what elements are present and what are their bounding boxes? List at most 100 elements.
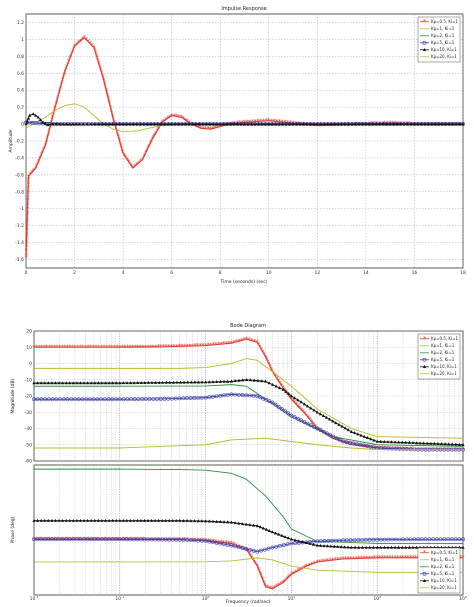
series-5-point [24, 122, 28, 126]
series-1-point: * [56, 96, 59, 103]
series-1-line [34, 468, 463, 544]
series-5-point [426, 122, 430, 126]
series-4-point [114, 397, 118, 402]
series-1-point: * [117, 134, 120, 141]
series-4-point [71, 518, 75, 522]
series-1-point: * [83, 35, 86, 42]
series-1-point: * [48, 127, 51, 134]
series-1-point: * [167, 343, 170, 350]
series-1-point: * [212, 342, 215, 349]
series-5-point [437, 122, 441, 126]
series-4-point [393, 446, 398, 451]
series-1-point: * [105, 87, 108, 94]
series-4-point [255, 394, 260, 398]
series-3-point [315, 539, 320, 544]
series-1-point: * [100, 344, 103, 351]
series-5-point [34, 113, 38, 117]
series-5-point [340, 122, 344, 126]
series-1-point: * [109, 104, 112, 111]
series-3-point [412, 537, 417, 542]
series-4-point [312, 424, 316, 429]
bode-phase-legend: * Kp=0.5, Ki=1Kp=1, Ki=1Kp=2, Ki=1Kp=5, K… [417, 547, 461, 594]
series-1-point: * [209, 126, 212, 133]
series-1-point: * [26, 200, 29, 207]
series-4-point [267, 529, 271, 533]
series-5-point [378, 122, 382, 126]
series-1-point: * [48, 344, 51, 351]
legend-entry: Kp=10, Ki=1 [420, 578, 457, 583]
series-5-point [207, 380, 211, 384]
series-1-point: * [144, 150, 147, 157]
series-1-point: * [267, 361, 270, 368]
series-4-point [364, 545, 368, 549]
series-5 [24, 112, 465, 127]
series-1-point: * [45, 139, 48, 146]
series-5-point [308, 122, 312, 126]
series-1-point: * [97, 344, 100, 351]
series-4-point [273, 402, 278, 407]
legend-label: Kp=0.5, Ki=1 [431, 19, 459, 24]
series-1-point: * [45, 137, 48, 144]
legend-entry: Kp=1, Ki=1 [420, 557, 455, 562]
series-1-point: * [61, 76, 64, 83]
series-1-point: * [222, 341, 225, 348]
series-4-point [155, 397, 159, 401]
series-5-point [211, 122, 215, 126]
series-1-point: * [335, 122, 338, 129]
series-1-point: * [25, 228, 28, 235]
series-2-point: * [258, 567, 261, 574]
series-1-point: * [60, 81, 63, 88]
series-3-point [124, 537, 129, 542]
series-1-point: * [331, 435, 334, 442]
series-4-point [142, 518, 147, 522]
series-3-point [386, 537, 391, 542]
series-5-point [200, 380, 204, 384]
series-5-point [204, 122, 208, 126]
series-2-point: * [409, 555, 412, 562]
series-4-point [321, 429, 326, 434]
series-2-point: * [237, 543, 240, 550]
series-1-point: * [41, 149, 44, 156]
legend-entry: * Kp=0.5, Ki=1 [420, 19, 459, 26]
series-4-point [325, 431, 329, 436]
series-5-point [319, 122, 323, 126]
series-2-point: * [373, 555, 376, 562]
series-1-point: * [95, 344, 98, 351]
series-5-point [74, 122, 78, 126]
series-4-point [207, 519, 211, 523]
series-3-point [289, 541, 294, 546]
series-3-line [34, 384, 464, 447]
series-4-point [308, 541, 312, 545]
series-2-point: * [271, 586, 274, 593]
series-4-point [203, 395, 208, 400]
series-4-point [237, 521, 241, 525]
series-5-point [128, 122, 132, 126]
series-5-point [305, 122, 309, 126]
series-1-point: * [92, 45, 95, 52]
series-3-point [103, 537, 108, 542]
series-5-point [96, 381, 100, 385]
legend-entry: Kp=10, Ki=1 [420, 364, 457, 369]
series-1-point: * [70, 51, 73, 58]
series-5-point [301, 122, 306, 126]
series-3-point [222, 542, 226, 547]
legend-entry: Kp=20, Ki=1 [420, 54, 457, 59]
series-5-point [267, 381, 271, 385]
series-5-point [249, 122, 254, 126]
series-1-point: * [277, 378, 280, 385]
series-1-point: * [63, 344, 66, 351]
series-1-point: * [201, 343, 204, 350]
series-4-point [240, 522, 245, 526]
series-4-point [358, 442, 363, 447]
series-3-point [427, 537, 432, 542]
series-2-point: * [310, 561, 313, 568]
series-1-point: * [141, 156, 144, 163]
series-2-point: * [331, 557, 334, 564]
series-5-point [239, 122, 243, 126]
series-5-point [107, 122, 111, 126]
series-4-point [125, 518, 129, 522]
series-5-point [298, 122, 302, 126]
series-4-point [121, 397, 126, 402]
series-1-point: * [123, 153, 126, 160]
series-4-point [233, 521, 237, 525]
